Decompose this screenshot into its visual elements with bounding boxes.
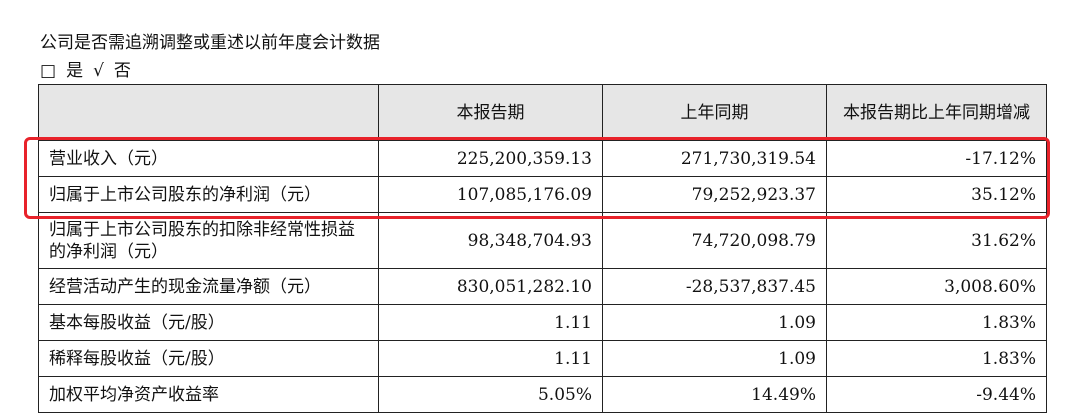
highlight-box (24, 137, 1050, 219)
column-header: 本报告期比上年同期增减 (826, 84, 1047, 141)
table-row: 归属于上市公司股东的扣除非经常性损益的净利润（元） 98,348,704.93 74… (38, 212, 1047, 269)
option-mark: □ (40, 61, 57, 81)
cell-value: -9.44% (826, 376, 1047, 413)
table-row: 稀释每股收益（元/股） 1.11 1.09 1.83% (38, 340, 1047, 377)
row-label: 加权平均净资产收益率 (38, 376, 379, 413)
cell-value: -28,537,837.45 (602, 268, 827, 305)
table-row: 基本每股收益（元/股） 1.11 1.09 1.83% (38, 304, 1047, 341)
row-label: 归属于上市公司股东的净利润（元） (38, 176, 379, 213)
cell-value: 35.12% (826, 176, 1047, 213)
row-label: 营业收入（元） (38, 140, 379, 177)
cell-value: 225,200,359.13 (378, 140, 603, 177)
cell-value: 14.49% (602, 376, 827, 413)
row-label: 稀释每股收益（元/股） (38, 340, 379, 377)
data-table: 本报告期 上年同期 本报告期比上年同期增减 营业收入（元） 225,200,359.1… (38, 84, 1047, 413)
row-label: 归属于上市公司股东的扣除非经常性损益的净利润（元） (38, 212, 379, 269)
question: 公司是否需追溯调整或重述以前年度会计数据 (40, 33, 380, 53)
cell-value: 1.09 (602, 304, 827, 341)
cell-value: 79,252,923.37 (602, 176, 827, 213)
header-row: 本报告期 上年同期 本报告期比上年同期增减 (38, 84, 1047, 141)
cell-value: 1.09 (602, 340, 827, 377)
table-row: 加权平均净资产收益率 5.05% 14.49% -9.44% (38, 376, 1047, 413)
option-label: 是 (66, 61, 84, 81)
table-row: 归属于上市公司股东的净利润（元） 107,085,176.09 79,252,923… (38, 176, 1047, 213)
header-cell (38, 84, 379, 141)
options: □ 是 √ 否 (40, 56, 141, 81)
row-label: 经营活动产生的现金流量净额（元） (38, 268, 379, 305)
cell-value: 3,008.60% (826, 268, 1047, 305)
cell-value: 1.11 (378, 304, 603, 341)
table-row: 营业收入（元） 225,200,359.13 271,730,319.54 -17.1… (38, 140, 1047, 177)
cell-value: 74,720,098.79 (602, 212, 827, 269)
row-label: 基本每股收益（元/股） (38, 304, 379, 341)
table-row: 经营活动产生的现金流量净额（元） 830,051,282.10 -28,537,83… (38, 268, 1047, 305)
column-header: 本报告期 (378, 84, 603, 141)
cell-value: 107,085,176.09 (378, 176, 603, 213)
cell-value: 1.83% (826, 340, 1047, 377)
cell-value: -17.12% (826, 140, 1047, 177)
option-label: 否 (113, 61, 131, 81)
cell-value: 98,348,704.93 (378, 212, 603, 269)
cell-value: 1.11 (378, 340, 603, 377)
cell-value: 830,051,282.10 (378, 268, 603, 305)
cell-value: 1.83% (826, 304, 1047, 341)
option-mark: √ (93, 61, 104, 81)
cell-value: 31.62% (826, 212, 1047, 269)
column-header: 上年同期 (602, 84, 827, 141)
cell-value: 5.05% (378, 376, 603, 413)
